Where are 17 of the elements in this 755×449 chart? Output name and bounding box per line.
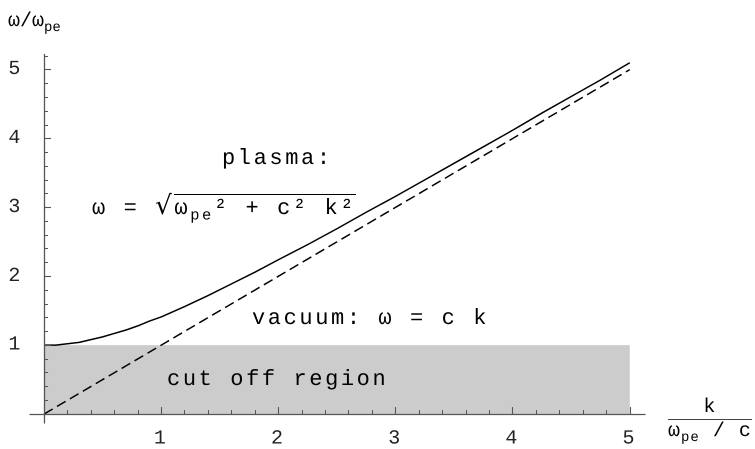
annotation: ω = √ω$_{pe}$² + c² k²: [92, 191, 356, 224]
x-tick-label: 4: [505, 428, 520, 449]
band-label: cut off region: [167, 367, 388, 392]
line-series: [43, 62, 631, 346]
y-tick-label: 4: [8, 127, 23, 150]
x-tick-label: 5: [622, 428, 638, 449]
x-tick-label: 2: [271, 428, 286, 449]
annotation: vacuum: ω = c k: [252, 306, 490, 332]
y-tick-label: 3: [8, 196, 23, 219]
y-tick-label: 5: [8, 58, 23, 82]
y-tick-label: 2: [8, 264, 23, 288]
y-axis-title: ω/ω$_{pe}$: [8, 10, 61, 36]
annotation: plasma:: [222, 146, 333, 172]
y-tick-label: 1: [8, 334, 23, 357]
x-axis-title: k ω$_{pe}$ / c: [668, 396, 752, 446]
x-tick-label: 3: [388, 428, 403, 449]
x-tick-label: 1: [154, 428, 169, 449]
